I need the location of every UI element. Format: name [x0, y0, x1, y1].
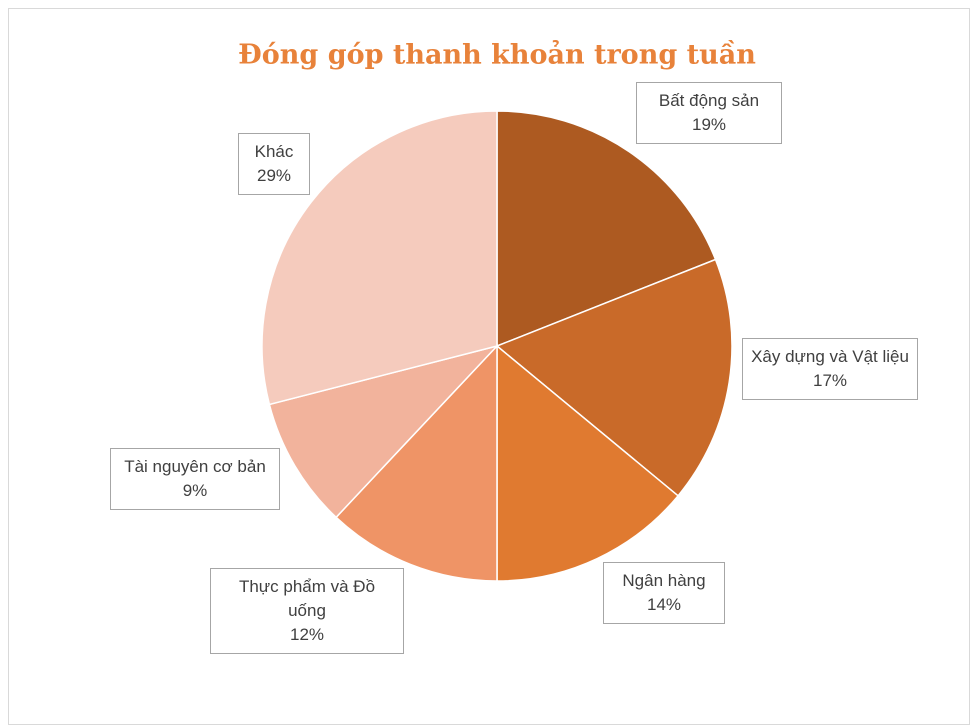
pie-slice — [495, 258, 733, 497]
label-value: 12% — [289, 625, 325, 644]
label-name: Thực phẩm và Đồ uống — [238, 577, 376, 620]
label-value: 14% — [646, 595, 682, 614]
data-label: Ngân hàng 14% — [603, 562, 725, 624]
label-value: 29% — [256, 166, 292, 185]
data-label: Thực phẩm và Đồ uống 12% — [210, 568, 404, 654]
label-value: 9% — [182, 481, 208, 500]
pie-slice — [496, 344, 680, 582]
data-label: Khác 29% — [238, 133, 310, 195]
label-name: Bất động sản — [658, 91, 760, 110]
chart-title: Đóng góp thanh khoản trong tuần — [238, 39, 756, 71]
label-value: 19% — [691, 115, 727, 134]
pie-slice — [268, 344, 500, 519]
label-name: Tài nguyên cơ bản — [124, 457, 266, 476]
data-label: Xây dựng và Vật liệu 17% — [742, 338, 918, 400]
pie-slice — [335, 344, 498, 582]
label-value: 17% — [812, 371, 848, 390]
label-name: Khác — [254, 142, 294, 161]
label-name: Ngân hàng — [622, 571, 706, 590]
data-label: Tài nguyên cơ bản 9% — [110, 448, 280, 510]
pie — [261, 110, 733, 582]
data-label: Bất động sản 19% — [636, 82, 782, 144]
pie-slice — [496, 110, 717, 348]
pie-slice — [261, 110, 498, 406]
label-name: Xây dựng và Vật liệu — [751, 347, 909, 366]
